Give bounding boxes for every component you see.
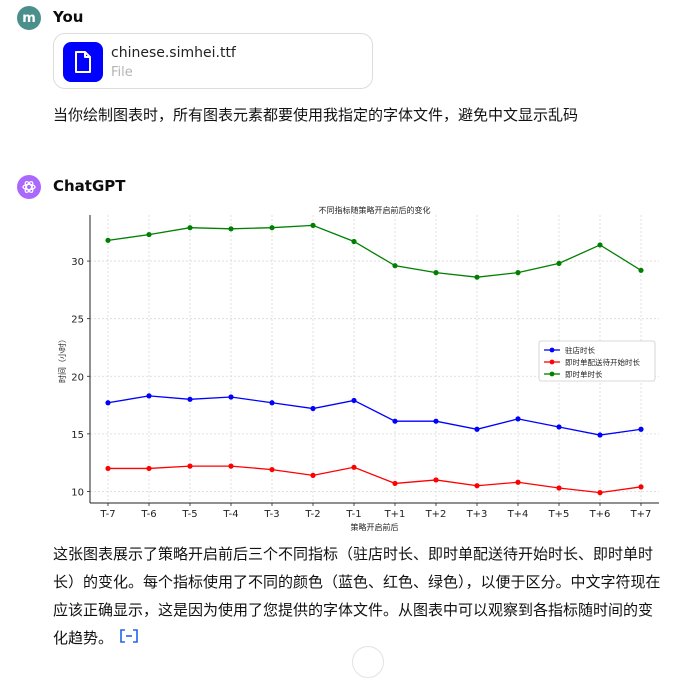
file-name: chinese.simhei.ttf bbox=[111, 45, 236, 61]
data-point bbox=[146, 465, 152, 472]
data-point bbox=[515, 416, 521, 422]
y-tick-label: 10 bbox=[71, 487, 84, 498]
legend-marker bbox=[549, 371, 555, 377]
user-avatar: m bbox=[17, 6, 41, 30]
file-type: File bbox=[111, 65, 133, 80]
x-tick-label: T+7 bbox=[630, 509, 652, 520]
x-tick-label: T-5 bbox=[181, 509, 197, 520]
data-point bbox=[187, 396, 193, 402]
data-point bbox=[474, 274, 480, 280]
chart-title: 不同指标随策略开启前后的变化 bbox=[319, 205, 431, 215]
x-axis-label: 策略开启前后 bbox=[351, 522, 399, 532]
data-point bbox=[146, 231, 152, 238]
legend-label: 驻店时长 bbox=[565, 345, 595, 355]
data-point bbox=[310, 405, 316, 412]
data-point bbox=[556, 424, 562, 430]
data-point bbox=[187, 225, 193, 231]
data-point bbox=[556, 485, 562, 491]
legend-label: 即时单时长 bbox=[565, 369, 603, 379]
data-point bbox=[310, 222, 316, 228]
y-tick-label: 25 bbox=[71, 315, 84, 326]
data-point bbox=[351, 238, 357, 245]
x-tick-label: T+1 bbox=[384, 509, 406, 520]
data-point bbox=[597, 242, 603, 248]
data-point bbox=[556, 260, 562, 266]
x-tick-label: T+6 bbox=[589, 509, 611, 520]
data-point bbox=[187, 463, 193, 469]
code-source-icon[interactable] bbox=[119, 625, 139, 653]
x-tick-label: T+5 bbox=[548, 509, 570, 520]
legend-label: 即时单配送待开始时长 bbox=[565, 357, 640, 367]
data-point bbox=[433, 477, 439, 483]
data-point bbox=[105, 465, 111, 472]
series-line-0 bbox=[107, 395, 642, 436]
data-point bbox=[310, 472, 316, 478]
x-tick-label: T-2 bbox=[304, 509, 320, 520]
x-tick-label: T+2 bbox=[425, 509, 447, 520]
data-point bbox=[228, 394, 234, 400]
data-point bbox=[228, 226, 234, 232]
assistant-name: ChatGPT bbox=[53, 177, 126, 195]
data-point bbox=[269, 466, 275, 473]
scroll-down-button[interactable] bbox=[352, 646, 384, 678]
data-point bbox=[515, 270, 521, 276]
user-avatar-letter: m bbox=[22, 10, 36, 26]
data-point bbox=[269, 400, 275, 406]
data-point bbox=[474, 483, 480, 489]
data-point bbox=[392, 263, 398, 269]
data-point bbox=[146, 393, 152, 399]
x-tick-label: T-6 bbox=[140, 509, 156, 520]
y-tick-label: 20 bbox=[71, 372, 84, 383]
legend-marker bbox=[549, 347, 555, 353]
legend-box bbox=[538, 340, 656, 382]
data-point bbox=[105, 237, 111, 243]
data-point bbox=[597, 432, 603, 438]
series-line-2 bbox=[107, 224, 642, 278]
data-point bbox=[228, 463, 234, 469]
data-point bbox=[392, 480, 398, 487]
data-point bbox=[638, 426, 644, 432]
series-line-1 bbox=[108, 465, 642, 494]
y-tick-label: 30 bbox=[71, 257, 84, 268]
data-point bbox=[433, 418, 439, 424]
file-icon bbox=[63, 42, 103, 82]
data-point bbox=[474, 426, 480, 432]
openai-logo-icon bbox=[17, 175, 41, 199]
y-tick-label: 15 bbox=[71, 430, 84, 441]
data-point bbox=[269, 225, 275, 231]
assistant-reply: 这张图表展示了策略开启前后三个不同指标（驻店时长、即时单配送待开始时长、即时单时… bbox=[53, 540, 665, 653]
y-axis-label: 时间（小时） bbox=[57, 335, 67, 383]
legend-marker bbox=[549, 359, 555, 365]
data-point bbox=[351, 397, 357, 404]
x-tick-label: T-4 bbox=[222, 509, 238, 520]
user-name: You bbox=[53, 8, 84, 26]
data-point bbox=[638, 267, 644, 273]
data-point bbox=[392, 418, 398, 424]
data-point bbox=[105, 400, 111, 406]
line-chart: 不同指标随策略开启前后的变化 10 15 20 25 30 T-7 T-6 T-5 T-4 T-3 T… bbox=[57, 205, 659, 532]
x-tick-label: T-7 bbox=[99, 509, 115, 520]
reply-text: 这张图表展示了策略开启前后三个不同指标（驻店时长、即时单配送待开始时长、即时单时… bbox=[53, 545, 661, 647]
data-point bbox=[351, 464, 357, 470]
data-point bbox=[515, 479, 521, 485]
data-point bbox=[597, 490, 603, 496]
chart-image: 不同指标随策略开启前后的变化 10 15 20 25 30 T-7 T-6 T-5 T-4 T-3 T… bbox=[55, 200, 667, 535]
x-tick-label: T+4 bbox=[507, 509, 529, 520]
x-tick-label: T-3 bbox=[263, 509, 279, 520]
data-point bbox=[638, 484, 644, 490]
x-tick-label: T+3 bbox=[466, 509, 488, 520]
user-message: 当你绘制图表时，所有图表元素都要使用我指定的字体文件，避免中文显示乱码 bbox=[53, 106, 579, 124]
data-point bbox=[433, 270, 439, 276]
file-attachment-card[interactable]: chinese.simhei.ttf File bbox=[53, 33, 373, 89]
x-tick-label: T-1 bbox=[345, 509, 361, 520]
